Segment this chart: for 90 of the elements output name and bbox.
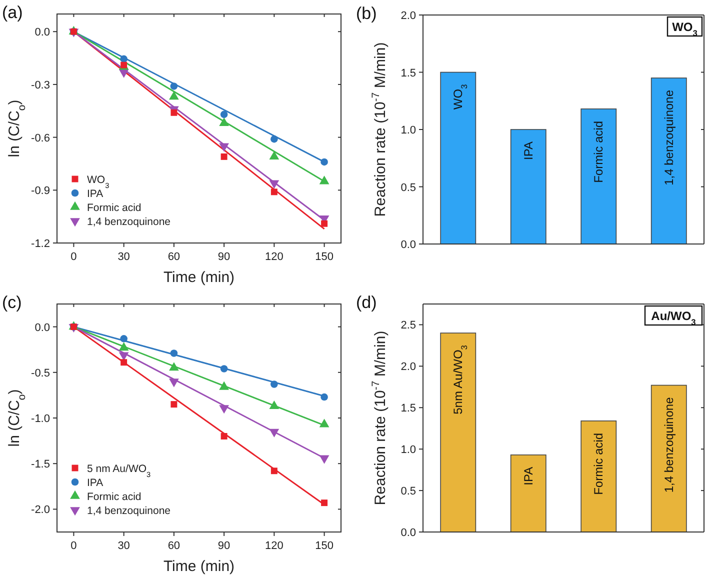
legend-label: IPA bbox=[87, 188, 104, 200]
bar bbox=[650, 78, 687, 244]
y-tick-label: 0.0 bbox=[400, 239, 416, 251]
x-tick-label: 120 bbox=[264, 540, 284, 552]
point bbox=[220, 110, 228, 118]
y-tick-label: 1.5 bbox=[400, 402, 416, 415]
legend-label: 5 nm Au/WO$_{3}$ bbox=[87, 463, 151, 478]
legend-label: Formic acid bbox=[87, 491, 142, 503]
x-tick-label: 0 bbox=[70, 251, 77, 263]
y-tick-label: -0.5 bbox=[31, 367, 50, 380]
y-tick-label: -0.3 bbox=[31, 79, 50, 92]
legend-label: 1,4 benzoquinone bbox=[87, 216, 171, 228]
point bbox=[169, 378, 179, 388]
point bbox=[319, 455, 330, 464]
bar bbox=[440, 332, 476, 532]
x-tick-label: IPA bbox=[521, 466, 536, 486]
bar bbox=[580, 108, 617, 244]
chart-title: (c) bbox=[2, 293, 22, 312]
point bbox=[118, 352, 129, 361]
x-tick-label: 1,4 benzoquinone bbox=[662, 396, 676, 493]
bar bbox=[440, 72, 476, 244]
x-tick-label: 60 bbox=[168, 251, 180, 263]
x-tick-label: 150 bbox=[315, 251, 334, 263]
bar bbox=[510, 454, 546, 532]
y-tick-label: 0.0 bbox=[34, 322, 50, 334]
point bbox=[220, 153, 228, 160]
point bbox=[220, 433, 228, 440]
point bbox=[118, 342, 129, 351]
legend-label: Formic acid bbox=[87, 202, 142, 214]
y-tick-label: 1.0 bbox=[400, 124, 416, 136]
point bbox=[270, 380, 278, 388]
y-tick-label: 0.5 bbox=[400, 182, 416, 194]
x-axis-title: Time (min) bbox=[163, 269, 235, 286]
point bbox=[120, 359, 128, 366]
point bbox=[169, 91, 179, 100]
y-tick-label: 1.5 bbox=[400, 67, 416, 80]
y-tick-label: 0.0 bbox=[400, 527, 416, 539]
x-tick-label: 90 bbox=[218, 251, 230, 263]
bar bbox=[510, 129, 546, 244]
point bbox=[269, 180, 280, 189]
x-tick-label: 150 bbox=[315, 540, 334, 552]
point bbox=[321, 500, 328, 506]
point bbox=[120, 55, 128, 63]
point bbox=[120, 335, 128, 342]
x-axis-title: Time (min) bbox=[163, 558, 235, 575]
point bbox=[319, 176, 330, 184]
x-tick-label: 30 bbox=[118, 540, 130, 552]
x-tick-label: 30 bbox=[118, 251, 130, 263]
y-tick-label: -2.0 bbox=[31, 504, 50, 516]
point bbox=[269, 151, 280, 160]
y-tick-label: -1.5 bbox=[31, 458, 50, 471]
point bbox=[320, 158, 328, 166]
point bbox=[270, 468, 278, 474]
bar bbox=[580, 420, 617, 532]
point bbox=[219, 405, 229, 414]
point bbox=[270, 135, 278, 143]
point bbox=[219, 118, 229, 126]
point bbox=[170, 350, 178, 357]
point bbox=[269, 428, 280, 438]
chart-title: (a) bbox=[2, 3, 23, 22]
y-tick-label: 0.5 bbox=[400, 486, 416, 498]
y-tick-label: 1.0 bbox=[400, 444, 416, 456]
y-tick-label: -1.2 bbox=[31, 238, 50, 250]
point bbox=[270, 188, 278, 196]
legend-label: 1,4 benzoquinone bbox=[87, 505, 171, 517]
point bbox=[219, 143, 229, 152]
x-tick-label: 1,4 benzoquinone bbox=[662, 90, 676, 186]
point bbox=[170, 109, 178, 116]
point bbox=[320, 393, 328, 401]
x-tick-label: Formic acid bbox=[592, 432, 606, 495]
y-tick-label: 2.0 bbox=[400, 361, 416, 374]
chart-title: (d) bbox=[356, 293, 377, 312]
y-tick-label: 0.0 bbox=[34, 26, 50, 39]
point bbox=[170, 82, 178, 90]
y-tick-label: -1.0 bbox=[31, 413, 50, 425]
y-tick-label: 2.0 bbox=[400, 10, 416, 22]
y-tick-label: 2.5 bbox=[400, 320, 416, 332]
point bbox=[170, 401, 178, 408]
x-tick-label: 90 bbox=[218, 540, 230, 552]
point bbox=[220, 365, 228, 372]
x-tick-label: 120 bbox=[264, 251, 284, 263]
y-tick-label: -0.6 bbox=[31, 132, 50, 144]
x-tick-label: 0 bbox=[70, 540, 77, 552]
x-tick-label: Formic acid bbox=[592, 120, 606, 183]
bar bbox=[650, 384, 687, 532]
y-tick-label: -0.9 bbox=[31, 185, 50, 198]
point bbox=[321, 220, 328, 227]
point bbox=[118, 69, 129, 78]
x-tick-label: 60 bbox=[168, 540, 180, 552]
chart-title: (b) bbox=[356, 4, 377, 23]
